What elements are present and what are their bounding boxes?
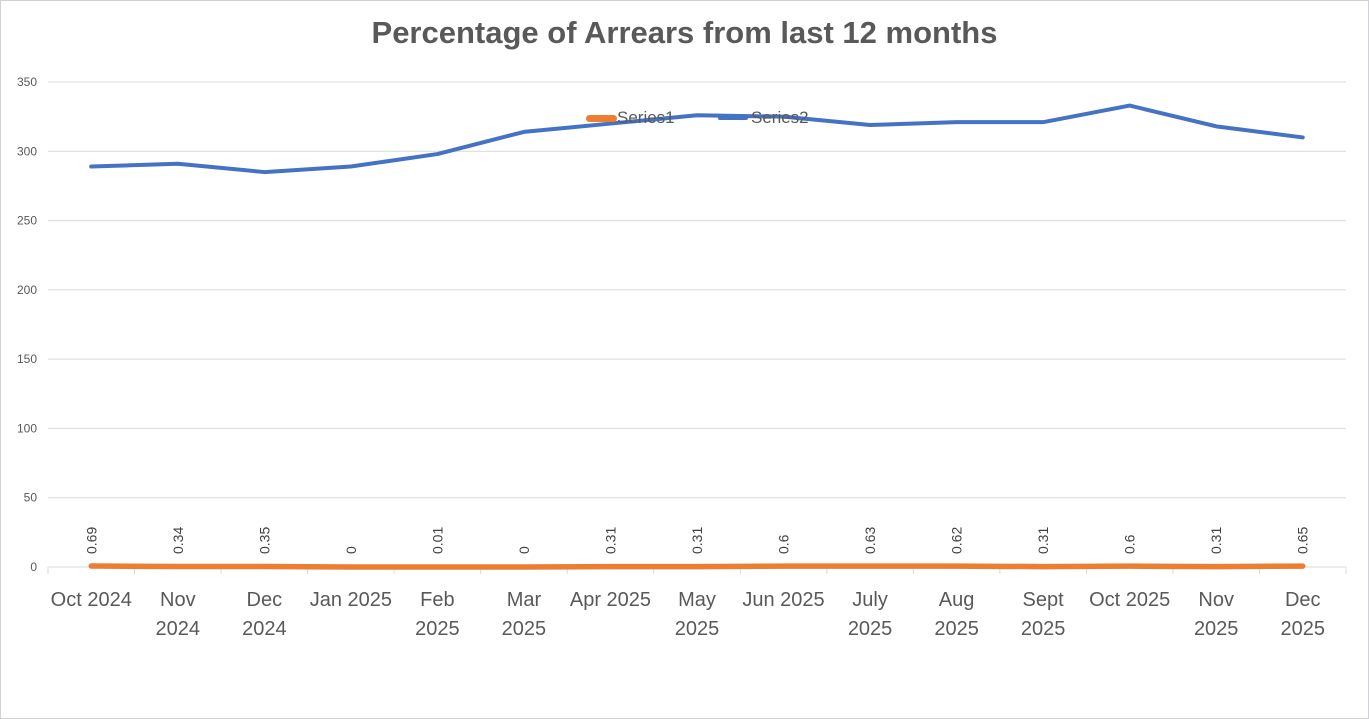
series1-data-label: 0.6 (1122, 534, 1138, 554)
series1-data-label: 0.6 (776, 534, 792, 554)
series2-line[interactable] (89, 103, 1305, 175)
x-axis-label: 2025 (502, 618, 547, 640)
x-axis-label: Dec (1285, 589, 1321, 611)
x-axis-label: 2025 (675, 618, 720, 640)
y-axis-tick-label: 300 (17, 144, 37, 158)
x-axis-label: 2025 (415, 618, 460, 640)
series1-data-label: 0.31 (1208, 527, 1224, 554)
series1-data-label: 0.34 (170, 527, 186, 554)
series1-data-label: 0 (343, 546, 359, 554)
x-axis-label: Sept (1023, 589, 1065, 611)
x-axis-label: Aug (939, 589, 975, 611)
series2-legend-label: Series2 (751, 108, 809, 127)
x-axis-label: Jan 2025 (310, 589, 392, 611)
x-axis-label: Mar (507, 589, 542, 611)
x-axis-label: 2025 (848, 618, 893, 640)
x-axis-label: Feb (420, 589, 454, 611)
legend-item-series2[interactable]: Series2 (718, 108, 809, 128)
series1-data-label: 0 (516, 546, 532, 554)
series1-data-label: 0.31 (602, 527, 618, 554)
x-axis-label: 2025 (1280, 618, 1325, 640)
series1-data-label: 0.31 (689, 527, 705, 554)
x-axis-label: Nov (1198, 589, 1234, 611)
series1-legend-marker (586, 114, 617, 122)
series2-legend-marker (718, 116, 748, 120)
x-axis-label: Oct 2024 (51, 589, 132, 611)
chart-title: Percentage of Arrears from last 12 month… (371, 15, 998, 50)
x-axis-label: May (678, 589, 716, 611)
series1-data-label: 0.35 (256, 527, 272, 554)
series1-line[interactable] (88, 563, 1306, 570)
y-axis-tick-label: 50 (24, 491, 38, 505)
series1-data-label: 0.69 (83, 527, 99, 554)
legend-item-series1[interactable]: Series1 (586, 108, 675, 128)
x-axis-label: 2025 (1194, 618, 1239, 640)
y-axis-tick-label: 100 (17, 421, 37, 435)
series1-data-label: 0.63 (862, 527, 878, 554)
x-axis-label: 2025 (1021, 618, 1066, 640)
x-axis-label: 2024 (242, 618, 287, 640)
series1-data-label: 0.65 (1295, 527, 1311, 554)
series1-legend-label: Series1 (617, 108, 675, 127)
x-axis-label: 2024 (156, 618, 201, 640)
x-axis-label: 2025 (934, 618, 979, 640)
y-axis-tick-label: 200 (17, 283, 37, 297)
y-axis-tick-label: 350 (17, 75, 37, 89)
x-axis-label: July (852, 589, 888, 611)
y-axis-tick-label: 250 (17, 214, 37, 228)
x-axis-label: Jun 2025 (742, 589, 824, 611)
y-axis-tick-label: 150 (17, 352, 37, 366)
x-axis-label: Apr 2025 (570, 589, 651, 611)
x-axis-label: Oct 2025 (1089, 589, 1170, 611)
x-axis-label: Dec (247, 589, 283, 611)
x-axis-label: Nov (160, 589, 196, 611)
series1-data-label: 0.62 (949, 527, 965, 554)
series1-data-label: 0.01 (429, 527, 445, 554)
y-axis-tick-label: 0 (30, 560, 37, 574)
series1-data-label: 0.31 (1035, 527, 1051, 554)
